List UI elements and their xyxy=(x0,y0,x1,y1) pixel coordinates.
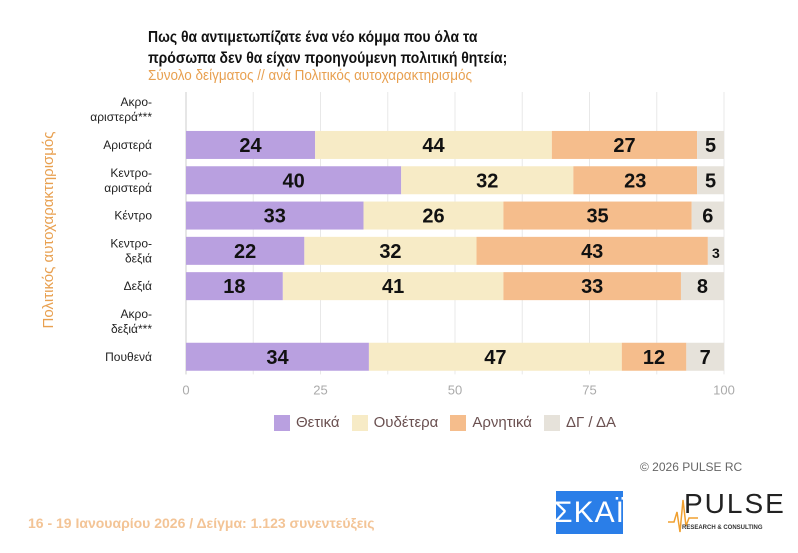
legend-swatch xyxy=(351,414,368,431)
bar-segment xyxy=(282,272,504,301)
footer-sample-info: 16 - 19 Ιανουαρίου 2026 / Δείγμα: 1.123 … xyxy=(28,515,375,531)
legend-label: Θετικά xyxy=(296,414,340,431)
data-label: 18 xyxy=(223,276,245,298)
data-label: 32 xyxy=(379,241,401,263)
bar-segment xyxy=(368,342,622,371)
data-label: 47 xyxy=(484,347,506,369)
legend-swatch xyxy=(543,414,560,431)
data-label: 22 xyxy=(234,241,256,263)
data-label: 41 xyxy=(382,276,404,298)
data-label: 27 xyxy=(613,135,635,157)
bar-segment xyxy=(503,272,681,301)
bar-segment xyxy=(186,342,369,371)
legend-item: Ουδέτερα xyxy=(351,414,439,431)
skai-logo: ΣΚΑΪ xyxy=(554,491,624,534)
bar-segment xyxy=(186,201,364,230)
bar-segment xyxy=(621,342,687,371)
bar-segment xyxy=(304,236,477,265)
data-label: 8 xyxy=(697,276,708,298)
data-label: 44 xyxy=(422,135,445,157)
x-tick-label: 50 xyxy=(448,382,462,397)
category-label: Κεντρο-δεξιά xyxy=(110,236,152,265)
x-tick-label: 100 xyxy=(713,382,735,397)
data-label: 5 xyxy=(705,135,716,157)
data-label: 23 xyxy=(624,170,646,192)
chart-subtitle: Σύνολο δείγματος // ανά Πολιτικός αυτοχα… xyxy=(148,67,472,84)
bar-segment xyxy=(691,201,724,230)
data-label: 3 xyxy=(712,245,720,261)
bar-segment xyxy=(707,236,724,265)
data-label: 33 xyxy=(264,206,286,228)
category-label: Ακρο-δεξιά*** xyxy=(111,307,152,336)
data-label: 33 xyxy=(581,276,603,298)
bar-segment xyxy=(186,130,316,159)
data-label: 34 xyxy=(266,347,289,369)
legend-label: ΔΓ / ΔΑ xyxy=(565,414,616,431)
data-label: 7 xyxy=(700,347,711,369)
category-label: Δεξιά xyxy=(124,279,152,293)
data-label: 12 xyxy=(643,347,665,369)
bar-segment xyxy=(186,272,283,301)
bar-segment xyxy=(186,166,402,195)
chart-title: Πως θα αντιμετωπίζατε ένα νέο κόμμα που … xyxy=(148,29,508,67)
bar-segment xyxy=(697,166,724,195)
bar-segment xyxy=(680,272,724,301)
category-label: Αριστερά xyxy=(103,138,152,152)
data-label: 5 xyxy=(705,170,716,192)
bar-segment xyxy=(551,130,698,159)
bar-segment xyxy=(315,130,552,159)
bar-segment xyxy=(186,236,305,265)
legend-item: Αρνητικά xyxy=(450,414,532,431)
legend-item: Θετικά xyxy=(274,414,340,431)
bar-segment xyxy=(686,342,724,371)
data-label: 24 xyxy=(239,135,262,157)
bar-segment xyxy=(573,166,698,195)
data-label: 32 xyxy=(476,170,498,192)
category-label: Πουθενά xyxy=(105,350,152,364)
category-label: Κέντρο xyxy=(114,209,152,223)
pulse-logo: PULSE RESEARCH & CONSULTING xyxy=(668,488,784,536)
x-tick-label: 25 xyxy=(313,382,327,397)
legend-label: Αρνητικά xyxy=(472,414,532,431)
data-label: 35 xyxy=(586,206,608,228)
data-label: 43 xyxy=(581,241,603,263)
data-label: 26 xyxy=(422,206,444,228)
category-label: Κεντρο-αριστερά xyxy=(104,166,152,195)
legend-item: ΔΓ / ΔΑ xyxy=(543,414,616,431)
bar-segment xyxy=(697,130,724,159)
category-label: Ακρο-αριστερά*** xyxy=(90,95,152,124)
bar-segment xyxy=(401,166,574,195)
legend-swatch xyxy=(274,414,290,431)
bar-segment xyxy=(476,236,708,265)
data-label: 6 xyxy=(702,206,713,228)
legend-swatch xyxy=(450,414,467,431)
x-tick-label: 0 xyxy=(182,382,189,397)
x-tick-label: 75 xyxy=(582,382,596,397)
bar-segment xyxy=(503,201,692,230)
bar-segment xyxy=(363,201,504,230)
legend-label: Ουδέτερα xyxy=(373,414,439,431)
copyright: © 2026 PULSE RC xyxy=(640,460,743,474)
data-label: 40 xyxy=(282,170,304,192)
legend: Θετικά Ουδέτερα Αρνητικά ΔΓ / ΔΑ xyxy=(274,414,616,431)
